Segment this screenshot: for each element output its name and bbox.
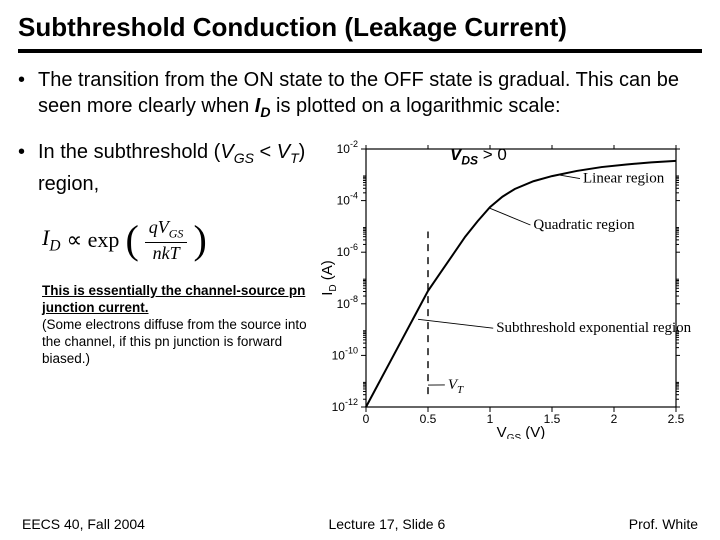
- svg-text:2: 2: [611, 412, 618, 426]
- svg-text:VGS (V): VGS (V): [497, 424, 546, 439]
- note-head: This is essentially the channel-source p…: [42, 282, 318, 316]
- svg-text:10-2: 10-2: [337, 139, 358, 156]
- svg-text:VT: VT: [448, 377, 464, 396]
- bullet-1-text: The transition from the ON state to the …: [38, 67, 702, 125]
- formula-fraction: qVGS nkT: [145, 217, 188, 264]
- note: This is essentially the channel-source p…: [42, 282, 318, 367]
- svg-text:Linear region: Linear region: [583, 171, 665, 187]
- svg-text:10-8: 10-8: [337, 294, 358, 311]
- svg-text:10-10: 10-10: [332, 345, 358, 362]
- frac-num-b: GS: [169, 227, 184, 241]
- svg-text:ID (A): ID (A): [319, 260, 339, 296]
- svg-text:Subthreshold exponential regio: Subthreshold exponential region: [496, 320, 691, 336]
- formula-prop: ∝ exp: [66, 227, 119, 253]
- footer-left: EECS 40, Fall 2004: [22, 516, 145, 532]
- svg-text:1.5: 1.5: [544, 412, 561, 426]
- chart-container: VDS > 0 10-1210-1010-810-610-410-200.511…: [318, 139, 702, 367]
- bullet1-part-b: is plotted on a logarithmic scale:: [270, 95, 560, 117]
- formula: ID ∝ exp ( qVGS nkT ): [42, 217, 318, 264]
- footer: EECS 40, Fall 2004 Lecture 17, Slide 6 P…: [0, 516, 720, 532]
- bullet-1: • The transition from the ON state to th…: [18, 67, 702, 125]
- frac-num-a: qV: [149, 217, 169, 237]
- svg-text:2.5: 2.5: [668, 412, 685, 426]
- rparen: ): [193, 220, 206, 260]
- bullet-2-text: In the subthreshold (VGS < VT) region,: [38, 139, 318, 197]
- bullet-2: • In the subthreshold (VGS < VT) region,: [18, 139, 318, 197]
- footer-right: Prof. White: [629, 516, 698, 532]
- formula-lhs-sub: D: [49, 237, 60, 254]
- id-vgs-chart: 10-12 10-10 10-8 10-6 10-4 10-2 0 0.5 1 1.5 2 2.5 ID…: [318, 139, 698, 439]
- svg-text:0.5: 0.5: [420, 412, 437, 426]
- bullet-dot: •: [18, 67, 38, 125]
- svg-text:0: 0: [363, 412, 370, 426]
- svg-text:1: 1: [487, 412, 494, 426]
- footer-center: Lecture 17, Slide 6: [328, 516, 445, 532]
- svg-text:10-6: 10-6: [337, 242, 358, 259]
- bullet2-part-a: In the subthreshold (: [38, 141, 220, 163]
- note-body: (Some electrons diffuse from the source …: [42, 316, 318, 367]
- frac-den: nkT: [149, 243, 184, 264]
- bullet-dot-2: •: [18, 139, 38, 197]
- svg-text:10-12: 10-12: [332, 397, 358, 414]
- svg-text:Quadratic region: Quadratic region: [533, 217, 635, 233]
- lparen: (: [125, 220, 138, 260]
- svg-text:10-4: 10-4: [337, 191, 358, 208]
- slide-title: Subthreshold Conduction (Leakage Current…: [18, 12, 702, 53]
